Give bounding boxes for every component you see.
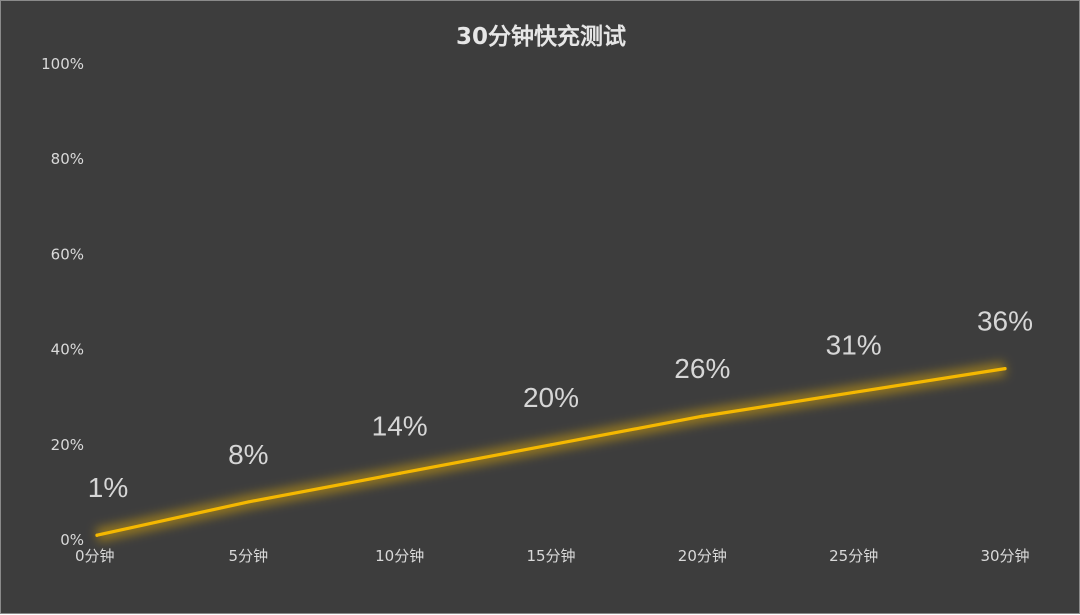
data-labels: 1% 8% 14% 20% 26% 31% 36% <box>88 306 1033 504</box>
x-tick-label: 5分钟 <box>229 547 269 565</box>
data-point <box>398 471 402 475</box>
x-axis-ticks: 0分钟 5分钟 10分钟 15分钟 20分钟 25分钟 30分钟 <box>75 547 1030 565</box>
y-tick-label: 60% <box>51 245 84 263</box>
data-label: 1% <box>88 472 128 503</box>
y-axis-ticks: 0% 20% 40% 60% 80% 100% <box>41 55 84 549</box>
data-label: 14% <box>372 410 428 441</box>
x-tick-label: 0分钟 <box>75 547 115 565</box>
data-label: 20% <box>523 382 579 413</box>
series-lines <box>95 361 1007 543</box>
y-tick-label: 80% <box>51 150 84 168</box>
data-label: 31% <box>826 329 882 360</box>
y-tick-label: 20% <box>51 436 84 454</box>
y-tick-label: 40% <box>51 341 84 359</box>
x-tick-label: 15分钟 <box>526 547 575 565</box>
data-label: 26% <box>674 353 730 384</box>
y-tick-label: 100% <box>41 55 84 73</box>
chart-title: 30分钟快充测试 <box>455 24 626 50</box>
data-point <box>700 414 704 418</box>
y-tick-label: 0% <box>60 531 84 549</box>
data-point <box>95 533 99 537</box>
data-point <box>852 390 856 395</box>
x-tick-label: 25分钟 <box>829 547 878 565</box>
x-tick-label: 30分钟 <box>980 547 1029 565</box>
data-point <box>246 500 250 504</box>
data-point <box>1003 367 1007 371</box>
data-point <box>549 443 553 447</box>
x-tick-label: 10分钟 <box>375 547 424 565</box>
data-label: 36% <box>977 306 1033 337</box>
data-label: 8% <box>228 439 268 470</box>
x-tick-label: 20分钟 <box>678 547 727 565</box>
